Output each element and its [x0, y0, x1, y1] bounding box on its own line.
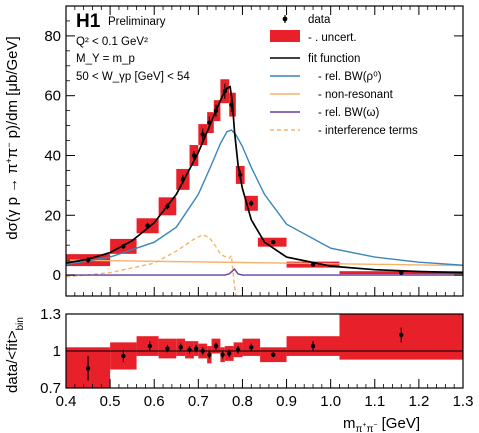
legend-uncert-swatch	[270, 30, 300, 42]
main-plot-frame	[65, 5, 464, 297]
ratio-point	[187, 347, 192, 352]
my-cut-label: M_Y = m_p	[76, 53, 135, 65]
legend-data-label: data	[308, 14, 331, 26]
interference-curve	[66, 233, 463, 296]
y-tick-label: 20	[44, 207, 61, 224]
ratio-point	[147, 343, 153, 349]
y-tick-label: 0	[53, 267, 61, 284]
data-points	[85, 83, 404, 275]
data-point	[191, 153, 197, 158]
y-tick-label: 60	[44, 88, 61, 105]
data-point	[238, 172, 243, 178]
ratio-point	[249, 345, 254, 350]
ratio-point	[85, 366, 91, 371]
main-panel: 0 20 40 60 80 H1 Preliminary Q² < 0.1 GeV² M…	[4, 5, 464, 297]
ratio-panel: 0.7 1 1.3 0.4 0.5 0.6 0.7 0.8 0.9 1.0 1.1 1.2 1.3 d…	[4, 306, 473, 433]
ratio-point	[271, 352, 276, 357]
ratio-points	[85, 327, 404, 381]
y-tick-label: 40	[44, 147, 61, 164]
preliminary-label: Preliminary	[108, 16, 166, 28]
experiment-label: H1	[76, 11, 101, 32]
legend-nonres-label: - non-resonant	[318, 89, 394, 101]
data-point	[207, 120, 212, 125]
ratio-band	[136, 336, 159, 356]
non-resonant-curve	[66, 259, 463, 267]
x-axis-title: mπ+π− [GeV]	[343, 415, 420, 433]
ratio-y-tick-label: 1.3	[40, 306, 61, 323]
ratio-y-axis-title: data/<fit>bin	[4, 317, 26, 393]
legend: data - . uncert. fit function - rel. BW(…	[270, 14, 418, 137]
data-point	[180, 177, 186, 182]
ratio-point	[310, 343, 316, 349]
ratio-y-tick-label: 0.7	[40, 380, 61, 397]
model-curves	[66, 85, 463, 296]
x-tick-label: 1.2	[408, 393, 429, 410]
ratio-point	[213, 343, 219, 349]
ratio-point	[121, 353, 126, 359]
legend-data-marker	[282, 16, 288, 22]
data-point	[165, 204, 170, 209]
data-point	[249, 201, 254, 206]
ratio-point	[235, 347, 241, 352]
ratio-point	[193, 346, 199, 351]
bw-omega-curve	[66, 268, 463, 276]
data-point	[121, 244, 126, 249]
legend-bw-omega-label: - rel. BW(ω)	[318, 107, 380, 119]
x-tick-label: 0.7	[188, 393, 209, 410]
data-point	[145, 223, 150, 228]
ratio-point	[178, 345, 183, 350]
data-point	[85, 257, 91, 263]
x-tick-label: 0.5	[100, 393, 121, 410]
w-range-label: 50 < W_γp [GeV] < 54	[76, 71, 190, 83]
x-tick-label: 0.8	[232, 393, 253, 410]
x-tick-label: 0.6	[144, 393, 165, 410]
y-tick-label: 80	[44, 28, 61, 45]
ratio-axis-ticks	[65, 313, 464, 389]
main-axis-ticks	[65, 6, 464, 296]
legend-uncert-label: - . uncert.	[308, 32, 357, 44]
ratio-y-tick-labels: 0.7 1 1.3	[40, 306, 61, 397]
ratio-point	[207, 352, 212, 357]
ratio-point	[220, 352, 225, 357]
main-y-tick-labels: 0 20 40 60 80	[44, 28, 61, 284]
q2-cut-label: Q² < 0.1 GeV²	[76, 36, 148, 48]
legend-bw-rho-label: - rel. BW(ρ⁰)	[318, 71, 382, 83]
ratio-point	[227, 351, 232, 356]
data-point	[271, 239, 276, 245]
ratio-point	[165, 346, 170, 351]
main-y-axis-title: dσ(γ p → π+π− p)/dm [μb/GeV]	[4, 36, 21, 239]
ratio-point	[399, 332, 404, 338]
legend-interf-label: - interference terms	[318, 125, 418, 137]
ratio-y-tick-label: 1	[53, 343, 61, 360]
x-tick-label: 0.9	[276, 393, 297, 410]
bw-rho-curve	[66, 129, 463, 266]
ratio-point	[200, 348, 205, 354]
legend-fit-label: fit function	[308, 53, 360, 65]
fit-curve	[66, 85, 463, 274]
data-point	[222, 89, 227, 94]
x-tick-label: 1.1	[364, 393, 385, 410]
x-tick-label: 1.0	[320, 393, 341, 410]
data-point	[399, 270, 404, 275]
data-point	[213, 108, 219, 113]
x-tick-labels: 0.4 0.5 0.6 0.7 0.8 0.9 1.0 1.1 1.2 1.3	[56, 393, 474, 410]
data-point	[310, 262, 316, 267]
data-point	[200, 132, 205, 137]
data-point	[229, 102, 234, 107]
x-tick-label: 0.4	[56, 393, 77, 410]
x-tick-label: 1.3	[453, 393, 474, 410]
